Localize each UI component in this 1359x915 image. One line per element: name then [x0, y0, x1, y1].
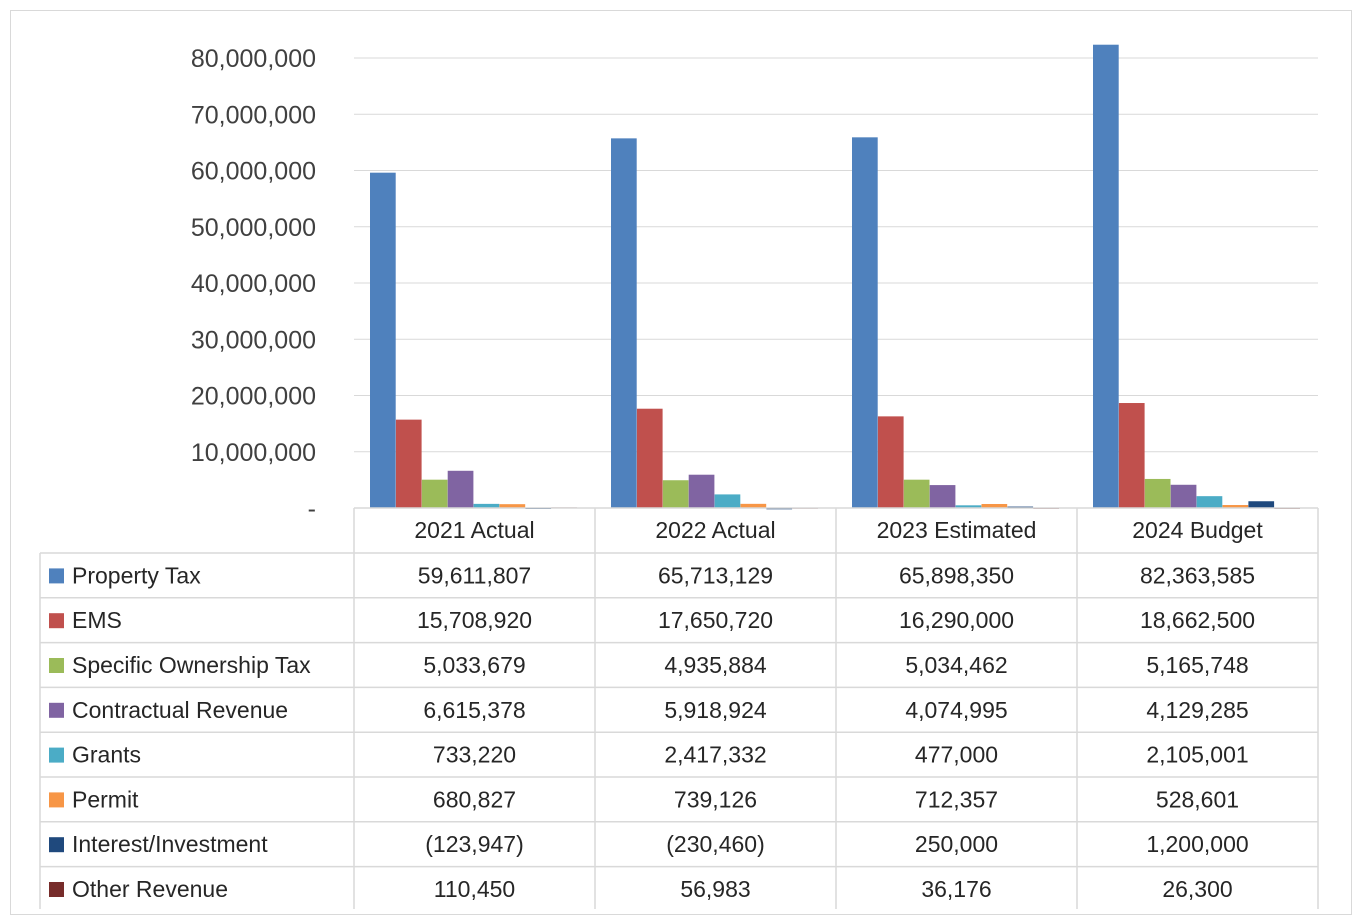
bar-5-4: [1196, 496, 1223, 508]
y-tick-label: 80,000,000: [191, 45, 316, 73]
table-value: 82,363,585: [1140, 562, 1255, 588]
table-value: 5,034,462: [905, 652, 1007, 678]
bar-4-4: [1170, 484, 1197, 508]
table-value: 65,713,129: [658, 562, 773, 588]
table-value: 110,450: [434, 876, 515, 902]
bar-2-4: [1118, 403, 1145, 508]
table-value: 36,176: [921, 876, 991, 902]
y-tick-label: 70,000,000: [191, 101, 316, 129]
legend-key: [49, 882, 64, 897]
table-value: 712,357: [915, 786, 998, 812]
bar-6-3: [981, 503, 1008, 508]
series-label: Interest/Investment: [72, 831, 268, 857]
y-tick-label: 10,000,000: [191, 439, 316, 467]
table-value: 680,827: [433, 786, 516, 812]
table-value: 5,033,679: [423, 652, 525, 678]
table-value: 15,708,920: [417, 607, 532, 633]
table-value: 65,898,350: [899, 562, 1014, 588]
bar-3-1: [421, 479, 448, 508]
bar-2-1: [395, 419, 422, 508]
bar-6-1: [499, 504, 526, 508]
table-value: 6,615,378: [423, 697, 525, 723]
legend-key: [49, 702, 64, 718]
table-value: 250,000: [915, 831, 998, 857]
table-value: 26,300: [1162, 876, 1232, 902]
table-value: 2,105,001: [1146, 742, 1248, 768]
legend-key: [49, 658, 64, 673]
series-label: Contractual Revenue: [72, 697, 288, 723]
series-label: Grants: [72, 742, 141, 768]
series-label: Other Revenue: [72, 876, 228, 902]
bar-5-1: [473, 503, 500, 508]
series-label: Permit: [72, 786, 139, 812]
category-header: 2022 Actual: [655, 517, 775, 543]
table-value: 2,417,332: [664, 742, 766, 768]
legend-key: [49, 747, 64, 763]
series-label: Property Tax: [72, 562, 201, 588]
bar-1-2: [611, 138, 637, 508]
bar-7-4: [1248, 501, 1275, 508]
category-header: 2023 Estimated: [877, 517, 1037, 543]
bar-6-4: [1222, 505, 1249, 508]
table-value: 17,650,720: [658, 607, 773, 633]
bar-2-2: [636, 408, 663, 508]
legend-key: [49, 568, 64, 584]
table-value: 739,126: [674, 786, 757, 812]
y-tick-label: 60,000,000: [191, 158, 316, 186]
table-value: 16,290,000: [899, 607, 1014, 633]
bar-1-4: [1093, 44, 1119, 508]
bar-6-2: [740, 503, 767, 508]
table-value: (230,460): [666, 831, 764, 857]
category-header: 2024 Budget: [1132, 517, 1263, 543]
y-tick-label: -: [308, 495, 316, 523]
legend-key: [49, 613, 64, 629]
table-value: 59,611,807: [418, 562, 531, 588]
bar-4-1: [447, 470, 474, 508]
bar-5-3: [955, 505, 982, 508]
y-tick-label: 50,000,000: [191, 214, 316, 242]
bar-2-3: [877, 416, 904, 508]
y-tick-label: 40,000,000: [191, 270, 316, 298]
table-value: 733,220: [433, 742, 516, 768]
bar-3-2: [662, 480, 689, 508]
y-tick-label: 20,000,000: [191, 383, 316, 411]
series-label: EMS: [72, 607, 122, 633]
bar-3-4: [1144, 478, 1171, 508]
table-value: 528,601: [1156, 786, 1239, 812]
table-value: 56,983: [680, 876, 750, 902]
table-value: 4,074,995: [905, 697, 1007, 723]
bar-4-3: [929, 485, 956, 508]
table-value: (123,947): [425, 831, 523, 857]
bar-4-2: [688, 474, 715, 508]
legend-key: [49, 837, 64, 853]
series-label: Specific Ownership Tax: [72, 652, 311, 678]
table-value: 477,000: [915, 742, 998, 768]
table-value: 5,918,924: [664, 697, 767, 723]
table-value: 5,165,748: [1146, 652, 1248, 678]
table-value: 1,200,000: [1146, 831, 1248, 857]
table-value: 4,935,884: [664, 652, 767, 678]
bar-5-2: [714, 494, 741, 508]
y-tick-label: 30,000,000: [191, 326, 316, 354]
legend-key: [49, 792, 64, 808]
bar-1-1: [370, 172, 396, 508]
bar-1-3: [852, 137, 878, 508]
table-value: 4,129,285: [1146, 697, 1248, 723]
category-header: 2021 Actual: [414, 517, 534, 543]
table-value: 18,662,500: [1140, 607, 1255, 633]
bar-3-3: [903, 479, 930, 508]
